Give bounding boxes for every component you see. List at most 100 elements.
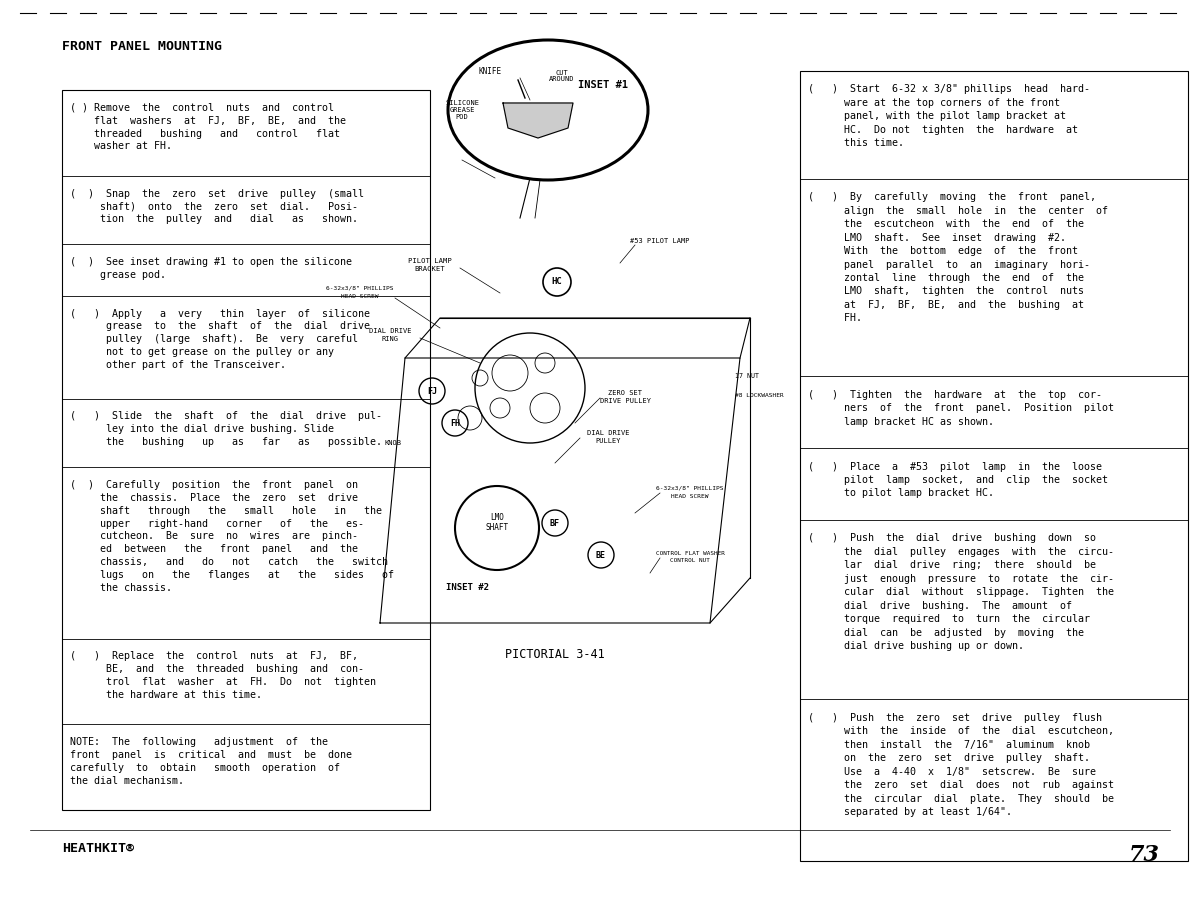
Text: KNIFE: KNIFE (478, 67, 502, 76)
Text: ed  between   the   front  panel   and  the: ed between the front panel and the (69, 544, 358, 554)
Text: FJ: FJ (426, 386, 437, 396)
Text: INSET #1: INSET #1 (577, 80, 628, 90)
Text: the chassis.: the chassis. (69, 583, 173, 593)
Text: panel  parallel  to  an  imaginary  hori-: panel parallel to an imaginary hori- (807, 260, 1090, 270)
Text: HEATHKIT®: HEATHKIT® (62, 842, 134, 855)
Text: (   )  Apply   a  very   thin  layer  of  silicone: ( ) Apply a very thin layer of silicone (69, 308, 370, 319)
Text: DIAL DRIVE: DIAL DRIVE (369, 328, 411, 334)
Text: grease pod.: grease pod. (69, 270, 167, 280)
Bar (62, 90, 430, 810)
Text: SILICONE
GREASE
POD: SILICONE GREASE POD (444, 100, 479, 120)
Text: HC: HC (551, 277, 562, 286)
Text: dial  can  be  adjusted  by  moving  the: dial can be adjusted by moving the (807, 628, 1084, 638)
Text: lugs   on   the   flanges   at   the   sides   of: lugs on the flanges at the sides of (69, 570, 394, 580)
Text: BE: BE (595, 551, 606, 559)
Text: SHAFT: SHAFT (485, 523, 509, 532)
Text: LMO  shaft,  tighten  the  control  nuts: LMO shaft, tighten the control nuts (807, 286, 1084, 297)
Text: With  the  bottom  edge  of  the  front: With the bottom edge of the front (807, 246, 1078, 256)
Text: on  the  zero  set  drive  pulley  shaft.: on the zero set drive pulley shaft. (807, 754, 1090, 763)
Text: FH.: FH. (807, 313, 863, 323)
Text: CONTROL FLAT WASHER: CONTROL FLAT WASHER (655, 551, 725, 556)
Text: DRIVE PULLEY: DRIVE PULLEY (599, 398, 651, 404)
Text: ners  of  the  front  panel.  Position  pilot: ners of the front panel. Position pilot (807, 403, 1114, 413)
Text: the  escutcheon  with  the  end  of  the: the escutcheon with the end of the (807, 219, 1084, 230)
Text: INSET #2: INSET #2 (446, 583, 489, 592)
Text: ley into the dial drive bushing. Slide: ley into the dial drive bushing. Slide (69, 424, 334, 434)
Text: the  zero  set  dial  does  not  rub  against: the zero set dial does not rub against (807, 780, 1114, 790)
Text: washer at FH.: washer at FH. (69, 141, 173, 151)
Text: dial  drive  bushing.  The  amount  of: dial drive bushing. The amount of (807, 600, 1072, 610)
Text: this time.: this time. (807, 139, 904, 149)
Text: #8 LOCKWASHER: #8 LOCKWASHER (736, 393, 783, 398)
Text: Use  a  4-40  x  1/8"  setscrew.  Be  sure: Use a 4-40 x 1/8" setscrew. Be sure (807, 767, 1096, 777)
Text: ware at the top corners of the front: ware at the top corners of the front (807, 98, 1060, 108)
Text: then  install  the  7/16"  aluminum  knob: then install the 7/16" aluminum knob (807, 740, 1090, 750)
Text: BRACKET: BRACKET (415, 266, 446, 272)
Text: LMO: LMO (490, 513, 504, 522)
Text: LMO  shaft.  See  inset  drawing  #2.: LMO shaft. See inset drawing #2. (807, 232, 1066, 242)
Text: tion  the  pulley  and   dial   as   shown.: tion the pulley and dial as shown. (69, 214, 358, 224)
Text: HC.  Do not  tighten  the  hardware  at: HC. Do not tighten the hardware at (807, 125, 1078, 135)
Text: the  chassis.  Place  the  zero  set  drive: the chassis. Place the zero set drive (69, 493, 358, 503)
Text: FRONT PANEL MOUNTING: FRONT PANEL MOUNTING (62, 40, 222, 53)
Text: shaft   through   the   small   hole   in   the: shaft through the small hole in the (69, 506, 382, 516)
Text: HEAD SCREW: HEAD SCREW (671, 494, 709, 499)
Text: to pilot lamp bracket HC.: to pilot lamp bracket HC. (807, 488, 994, 498)
Text: PICTORIAL 3-41: PICTORIAL 3-41 (506, 648, 605, 661)
Text: the  dial  pulley  engages  with  the  circu-: the dial pulley engages with the circu- (807, 547, 1114, 557)
Text: (   )  Start  6-32 x 3/8" phillips  head  hard-: ( ) Start 6-32 x 3/8" phillips head hard… (807, 84, 1090, 95)
Text: grease  to  the  shaft  of  the  dial  drive: grease to the shaft of the dial drive (69, 321, 370, 331)
Text: the   bushing   up   as   far   as   possible.: the bushing up as far as possible. (69, 437, 382, 447)
Text: the dial mechanism.: the dial mechanism. (69, 776, 184, 786)
Text: DIAL DRIVE: DIAL DRIVE (587, 430, 629, 436)
Text: not to get grease on the pulley or any: not to get grease on the pulley or any (69, 347, 334, 357)
Polygon shape (503, 103, 573, 138)
Text: pulley  (large  shaft).  Be  very  careful: pulley (large shaft). Be very careful (69, 334, 358, 344)
Text: panel, with the pilot lamp bracket at: panel, with the pilot lamp bracket at (807, 111, 1066, 121)
Text: ( ) Remove  the  control  nuts  and  control: ( ) Remove the control nuts and control (69, 103, 334, 113)
Text: KNOB: KNOB (385, 440, 401, 446)
Text: PULLEY: PULLEY (595, 438, 621, 444)
Text: cutcheon.  Be  sure  no  wires  are  pinch-: cutcheon. Be sure no wires are pinch- (69, 532, 358, 542)
Ellipse shape (448, 40, 648, 180)
Text: dial drive bushing up or down.: dial drive bushing up or down. (807, 641, 1024, 651)
Text: (  )  Carefully  position  the  front  panel  on: ( ) Carefully position the front panel o… (69, 480, 358, 490)
Text: threaded   bushing   and   control   flat: threaded bushing and control flat (69, 129, 340, 139)
Text: PILOT LAMP: PILOT LAMP (409, 258, 452, 264)
Text: other part of the Transceiver.: other part of the Transceiver. (69, 360, 286, 370)
Text: flat  washers  at  FJ,  BF,  BE,  and  the: flat washers at FJ, BF, BE, and the (69, 116, 346, 126)
Text: front  panel  is  critical  and  must  be  done: front panel is critical and must be done (69, 750, 352, 760)
Text: just  enough  pressure  to  rotate  the  cir-: just enough pressure to rotate the cir- (807, 574, 1114, 584)
Bar (800, 71, 1188, 861)
Text: (   )  By  carefully  moving  the  front  panel,: ( ) By carefully moving the front panel, (807, 192, 1096, 202)
Text: upper   right-hand   corner   of   the   es-: upper right-hand corner of the es- (69, 519, 364, 529)
Text: zontal  line  through  the  end  of  the: zontal line through the end of the (807, 273, 1084, 283)
Text: BF: BF (550, 519, 559, 528)
Text: ZERO SET: ZERO SET (609, 390, 642, 396)
Text: torque  required  to  turn  the  circular: torque required to turn the circular (807, 614, 1090, 624)
Text: (  )  Snap  the  zero  set  drive  pulley  (small: ( ) Snap the zero set drive pulley (smal… (69, 188, 364, 198)
Text: the hardware at this time.: the hardware at this time. (69, 690, 262, 700)
Text: 6-32x3/8" PHILLIPS: 6-32x3/8" PHILLIPS (657, 486, 724, 491)
Text: FH: FH (450, 419, 460, 428)
Text: at  FJ,  BF,  BE,  and  the  bushing  at: at FJ, BF, BE, and the bushing at (807, 300, 1084, 310)
Text: (   )  Place  a  #53  pilot  lamp  in  the  loose: ( ) Place a #53 pilot lamp in the loose (807, 462, 1102, 472)
Text: 73: 73 (1129, 844, 1160, 866)
Text: (   )  Push  the  zero  set  drive  pulley  flush: ( ) Push the zero set drive pulley flush (807, 713, 1102, 722)
Text: (   )  Slide  the  shaft  of  the  dial  drive  pul-: ( ) Slide the shaft of the dial drive pu… (69, 411, 382, 421)
Text: separated by at least 1/64".: separated by at least 1/64". (807, 807, 1012, 817)
Text: (  )  See inset drawing #1 to open the silicone: ( ) See inset drawing #1 to open the sil… (69, 257, 352, 267)
Text: the  circular  dial  plate.  They  should  be: the circular dial plate. They should be (807, 794, 1114, 803)
Text: lamp bracket HC as shown.: lamp bracket HC as shown. (807, 417, 994, 427)
Text: RING: RING (381, 336, 399, 342)
Text: CUT: CUT (556, 70, 568, 76)
Text: (   )  Push  the  dial  drive  bushing  down  so: ( ) Push the dial drive bushing down so (807, 533, 1096, 543)
Text: 6-32x3/8" PHILLIPS: 6-32x3/8" PHILLIPS (326, 286, 394, 291)
Text: HEAD SCREW: HEAD SCREW (341, 294, 379, 299)
Text: align  the  small  hole  in  the  center  of: align the small hole in the center of (807, 206, 1108, 216)
Text: pilot  lamp  socket,  and  clip  the  socket: pilot lamp socket, and clip the socket (807, 475, 1108, 485)
Text: with  the  inside  of  the  dial  escutcheon,: with the inside of the dial escutcheon, (807, 726, 1114, 736)
Text: AROUND: AROUND (549, 76, 575, 82)
Text: (   )  Tighten  the  hardware  at  the  top  cor-: ( ) Tighten the hardware at the top cor- (807, 390, 1102, 399)
Text: lar  dial  drive  ring;  there  should  be: lar dial drive ring; there should be (807, 560, 1096, 570)
